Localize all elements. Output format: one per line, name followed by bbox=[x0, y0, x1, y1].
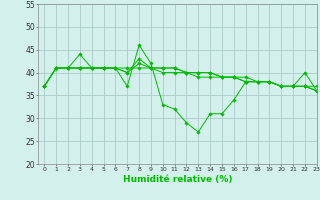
X-axis label: Humidité relative (%): Humidité relative (%) bbox=[123, 175, 232, 184]
